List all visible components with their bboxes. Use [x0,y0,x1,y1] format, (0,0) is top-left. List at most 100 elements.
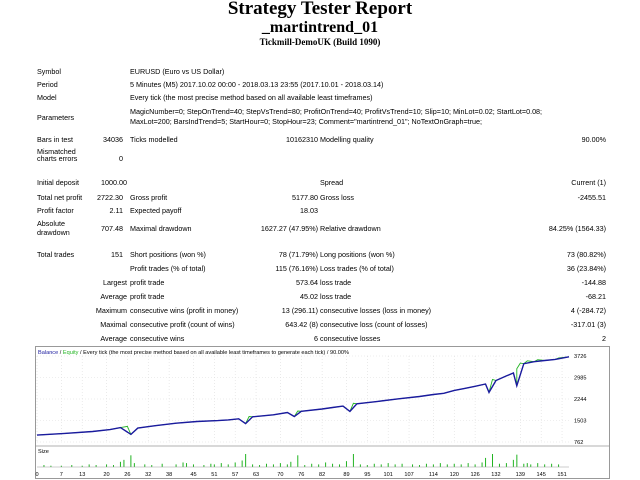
value-gross-loss: -2455.51 [577,193,606,202]
caption-equity: Equity [63,350,79,356]
size-bar [394,464,396,467]
value-parameters-2: MaxLot=200; BarsIndTrend=5; StartHour=0;… [130,117,483,126]
y-tick-label: 762 [574,440,583,446]
label-largest-profit: profit trade [130,278,165,287]
balance-line [36,356,570,436]
label-net: Total net profit [37,193,83,202]
size-bar [485,457,487,467]
label-maximal: Maximal [100,320,127,329]
x-tick-label: 7 [60,472,63,478]
server-name: Tickmill-DemoUK (Build 1090) [259,37,381,47]
label-payoff: Expected payoff [130,206,182,215]
label-gross-loss: Gross loss [320,193,354,202]
chart-grid [36,355,569,443]
label-reldd: Relative drawdown [320,224,381,233]
size-bar [339,464,341,467]
balance-chart: Balance / Equity / Every tick (the most … [35,346,610,479]
size-bar [265,463,267,467]
size-bar [50,465,52,467]
value-payoff: 18.03 [300,206,318,215]
x-tick-label: 120 [450,472,459,478]
report-title: Strategy Tester Report [227,0,413,19]
x-axis: 0 7 13 20 26 32 38 45 51 57 63 70 76 82 89 95 101 107 114 1… [35,472,566,478]
x-tick-label: 76 [298,472,304,478]
value-loss-trades: 36 (23.84%) [566,264,606,273]
x-tick-label: 89 [343,472,349,478]
x-tick-label: 107 [404,472,413,478]
size-bar [498,463,500,467]
size-bar [95,465,97,467]
size-bar [453,463,455,467]
label-abs-2: drawdown [37,228,70,237]
caption-balance: Balance [38,350,58,356]
value-symbol: EURUSD (Euro vs US Dollar) [130,67,225,76]
size-bar [523,463,525,467]
label-average-cons: Average [100,334,127,343]
size-bar [432,464,434,467]
value-parameters-1: MagicNumber=0; StepOnTrend=40; StepVsTre… [130,107,543,116]
value-ticks: 10162310 [286,135,318,144]
label-parameters: Parameters [37,113,75,122]
value-largest-loss: -144.88 [581,278,606,287]
value-trades: 151 [111,250,123,259]
size-bar [412,464,414,467]
size-bar [112,465,114,467]
label-cons-losses-money: consecutive losses (loss in money) [320,306,432,315]
size-bar [304,465,306,467]
size-bar [373,463,375,467]
caption-rest: / Every tick (the most precise method ba… [78,350,349,356]
label-model: Model [37,93,57,102]
size-bar [318,464,320,467]
x-tick-label: 26 [124,472,130,478]
value-cons-profit-count: 643.42 (8) [285,320,318,329]
value-net: 2722.30 [97,193,123,202]
label-cons-wins-money: consecutive wins (profit in money) [130,306,239,315]
size-bar [530,464,532,467]
size-bar [474,464,476,467]
value-avg-cons-losses: 2 [602,334,606,343]
x-tick-label: 126 [470,472,479,478]
size-bar [290,461,292,467]
size-bar [505,463,507,467]
label-quality: Modelling quality [320,135,374,144]
x-tick-label: 38 [166,472,172,478]
x-tick-label: 13 [79,472,85,478]
size-bar [446,464,448,467]
value-quality: 90.00% [581,135,606,144]
size-bar [558,464,560,467]
x-tick-label: 101 [384,472,393,478]
size-bar [311,463,313,467]
size-bar [286,464,288,467]
size-bar [144,464,146,467]
label-profit-trades: Profit trades (% of total) [130,264,206,273]
label-abs-1: Absolute [37,219,65,228]
size-bar [297,455,299,467]
label-mismatch-2: charts errors [37,154,78,163]
label-mismatch-1: Mismatched [37,147,76,156]
x-tick-label: 139 [516,472,525,478]
label-largest: Largest [103,278,127,287]
size-bar [387,463,389,467]
size-bars [37,454,569,468]
value-long: 73 (80.82%) [566,250,606,259]
x-tick-label: 32 [145,472,151,478]
y-tick-label: 3726 [574,354,586,360]
size-bar [537,463,539,467]
value-short: 78 (71.79%) [278,250,318,259]
size-bar [526,463,528,467]
size-bar [516,454,518,467]
label-short: Short positions (won %) [130,250,206,259]
size-bar [332,463,334,467]
size-bar [203,465,205,467]
value-maxdd: 1627.27 (47.95%) [260,224,318,233]
y-tick-label: 1503 [574,419,586,425]
x-tick-label: 114 [429,472,438,478]
size-bar [220,463,222,467]
value-spread: Current (1) [571,178,606,187]
size-bar [175,464,177,467]
label-avg-cons-wins: consecutive wins [130,334,185,343]
size-bar [380,464,382,467]
size-bar [182,462,184,467]
value-cons-losses-money: 4 (-284.72) [570,306,606,315]
size-bar [151,465,153,467]
